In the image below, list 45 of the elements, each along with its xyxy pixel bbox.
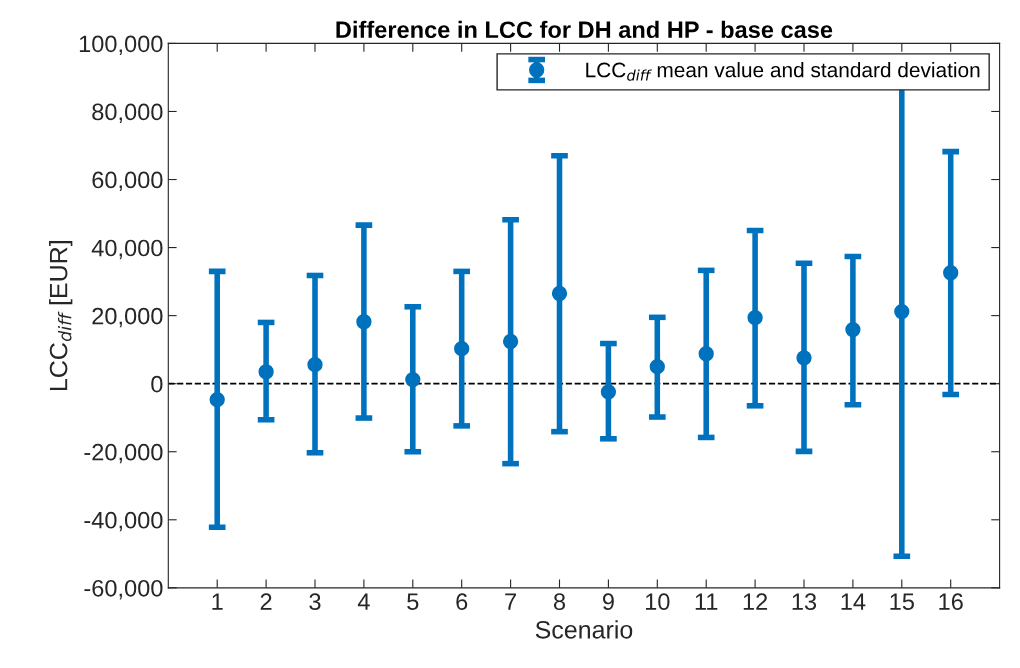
point [454, 340, 470, 357]
point [405, 371, 421, 388]
y-tick-label: 100,000 [79, 35, 163, 55]
x-tick-label: 3 [309, 593, 321, 611]
point [649, 359, 665, 375]
x-tick-label: 1 [212, 593, 223, 610]
x-tick-label: 11 [695, 593, 718, 610]
y-tick-label: -20,000 [84, 443, 163, 464]
point [747, 310, 763, 326]
point [209, 392, 225, 408]
y-tick-label: 20,000 [92, 307, 163, 328]
point [307, 356, 323, 373]
x-tick-label: 16 [939, 593, 963, 611]
point [698, 346, 714, 362]
y-tick-label: 0 [151, 375, 163, 393]
y-axis-title: LCC$_{diff}$ [EUR] [49, 241, 73, 391]
y-tick-label: 80,000 [92, 103, 163, 124]
point [796, 350, 812, 366]
x-tick-label: 9 [602, 593, 614, 611]
x-tick-label: 7 [505, 593, 516, 610]
point [356, 314, 372, 330]
point [258, 364, 274, 380]
y-tick-label: -60,000 [84, 579, 163, 600]
x-tick-label: 13 [792, 593, 817, 611]
x-tick-label: 14 [841, 593, 866, 610]
point [600, 384, 617, 400]
point [845, 321, 861, 338]
chart-title: Difference in LCC for DH and HP - base case [336, 20, 833, 39]
point [551, 285, 568, 302]
x-tick-label: 4 [357, 593, 370, 610]
y-tick-label: 60,000 [92, 171, 163, 192]
point [894, 303, 910, 320]
y-tick-label: -40,000 [84, 511, 163, 532]
x-axis-title: Scenario [535, 620, 633, 639]
point [943, 265, 959, 281]
x-tick-label: 15 [890, 593, 914, 611]
x-tick-label: 6 [456, 593, 468, 611]
x-tick-label: 10 [645, 593, 670, 611]
y-tick-label: 40,000 [91, 239, 163, 260]
legend-label: LCC$_{diff}$ mean value and standard deviation [586, 62, 980, 81]
x-tick-label: 2 [260, 593, 272, 610]
x-tick-label: 8 [553, 593, 566, 611]
point [502, 333, 519, 350]
x-tick-label: 12 [743, 593, 768, 610]
x-tick-label: 5 [407, 593, 419, 611]
